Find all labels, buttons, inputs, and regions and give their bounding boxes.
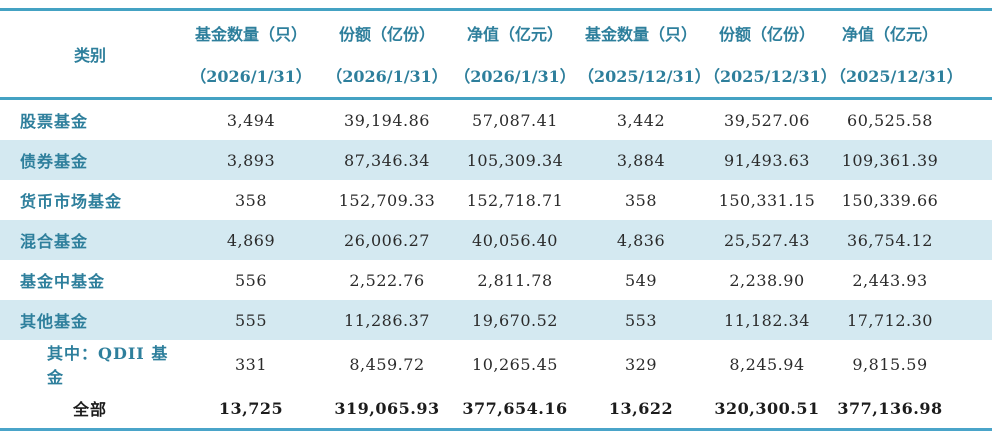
- cell: 11,182.34: [724, 310, 810, 330]
- header-shares-previous: 份额（亿份） （2025/12/31）: [704, 9, 837, 100]
- cell: 109,361.39: [841, 150, 939, 170]
- header-date: （2025/12/31）: [578, 67, 711, 86]
- cell: 150,331.15: [718, 190, 816, 210]
- header-category: 类别: [0, 9, 180, 100]
- header-date: （2025/12/31）: [830, 67, 963, 86]
- cell: 60,525.58: [847, 110, 933, 130]
- cell: 13,622: [608, 398, 674, 418]
- cell: 8,459.72: [349, 354, 425, 374]
- cell: 17,712.30: [847, 310, 933, 330]
- table-row-total: 全部 13,725 319,065.93 377,654.16 13,622 3…: [0, 388, 992, 430]
- cell: 377,136.98: [837, 398, 943, 418]
- cell: 105,309.34: [466, 150, 564, 170]
- cell: 320,300.51: [714, 398, 820, 418]
- cell: 2,522.76: [349, 270, 425, 290]
- header-shares-current: 份额（亿份） （2026/1/31）: [322, 9, 452, 100]
- header-nav-previous: 净值（亿元） （2025/12/31）: [830, 9, 992, 100]
- cell: 2,811.78: [477, 270, 553, 290]
- cell: 331: [234, 354, 268, 374]
- cell: 57,087.41: [472, 110, 558, 130]
- row-label: 混合基金: [20, 232, 89, 251]
- cell: 555: [234, 310, 268, 330]
- cell: 549: [624, 270, 658, 290]
- cell: 87,346.34: [344, 150, 430, 170]
- cell: 8,245.94: [729, 354, 805, 374]
- cell: 26,006.27: [344, 230, 430, 250]
- row-label: 基金中基金: [20, 272, 106, 291]
- table-row-stock-funds: 股票基金 3,494 39,194.86 57,087.41 3,442 39,…: [0, 99, 992, 141]
- cell: 319,065.93: [334, 398, 440, 418]
- row-label: 债券基金: [20, 152, 89, 171]
- cell: 3,442: [616, 110, 666, 130]
- cell: 3,494: [226, 110, 276, 130]
- cell: 377,654.16: [462, 398, 568, 418]
- cell: 152,718.71: [466, 190, 564, 210]
- cell: 3,884: [616, 150, 666, 170]
- header-date: （2026/1/31）: [326, 67, 448, 86]
- header-fund-count-previous: 基金数量（只） （2025/12/31）: [578, 9, 711, 100]
- row-label: 股票基金: [20, 112, 89, 131]
- header-row: 类别 基金数量（只） （2026/1/31） 份额（亿份） （2026/1/31…: [0, 9, 992, 100]
- table-row-fund-of-funds: 基金中基金 556 2,522.76 2,811.78 549 2,238.90…: [0, 260, 992, 300]
- header-date: （2026/1/31）: [190, 67, 312, 86]
- fund-statistics-table: 类别 基金数量（只） （2026/1/31） 份额（亿份） （2026/1/31…: [0, 8, 992, 431]
- cell: 39,527.06: [724, 110, 810, 130]
- cell: 10,265.45: [472, 354, 558, 374]
- cell: 3,893: [226, 150, 276, 170]
- cell: 4,836: [616, 230, 666, 250]
- table-row-other-funds: 其他基金 555 11,286.37 19,670.52 553 11,182.…: [0, 300, 992, 340]
- cell: 9,815.59: [852, 354, 928, 374]
- header-date: （2026/1/31）: [454, 67, 576, 86]
- row-label: 其他基金: [20, 312, 89, 331]
- cell: 4,869: [226, 230, 276, 250]
- cell: 36,754.12: [847, 230, 933, 250]
- cell: 11,286.37: [344, 310, 430, 330]
- cell: 2,443.93: [852, 270, 928, 290]
- cell: 556: [234, 270, 268, 290]
- cell: 40,056.40: [472, 230, 558, 250]
- table-row-mixed-funds: 混合基金 4,869 26,006.27 40,056.40 4,836 25,…: [0, 220, 992, 260]
- table-row-money-market-funds: 货币市场基金 358 152,709.33 152,718.71 358 150…: [0, 180, 992, 220]
- cell: 39,194.86: [344, 110, 430, 130]
- header-category-title: 类别: [73, 46, 106, 65]
- table-header: 类别 基金数量（只） （2026/1/31） 份额（亿份） （2026/1/31…: [0, 9, 992, 100]
- cell: 19,670.52: [472, 310, 558, 330]
- header-nav-current: 净值（亿元） （2026/1/31）: [452, 9, 578, 100]
- row-label: 全部: [72, 400, 107, 419]
- table-body: 股票基金 3,494 39,194.86 57,087.41 3,442 39,…: [0, 99, 992, 430]
- cell: 358: [234, 190, 268, 210]
- row-label: 其中：QDII 基金: [47, 344, 169, 387]
- cell: 91,493.63: [724, 150, 810, 170]
- cell: 553: [624, 310, 658, 330]
- header-fund-count-current: 基金数量（只） （2026/1/31）: [180, 9, 322, 100]
- cell: 13,725: [218, 398, 284, 418]
- cell: 25,527.43: [724, 230, 810, 250]
- cell: 2,238.90: [729, 270, 805, 290]
- cell: 152,709.33: [338, 190, 436, 210]
- cell: 329: [624, 354, 658, 374]
- header-date: （2025/12/31）: [704, 67, 837, 86]
- cell: 150,339.66: [841, 190, 939, 210]
- table-row-qdii-funds: 其中：QDII 基金 331 8,459.72 10,265.45 329 8,…: [0, 340, 992, 388]
- row-label: 货币市场基金: [20, 192, 123, 211]
- cell: 358: [624, 190, 658, 210]
- table-row-bond-funds: 债券基金 3,893 87,346.34 105,309.34 3,884 91…: [0, 140, 992, 180]
